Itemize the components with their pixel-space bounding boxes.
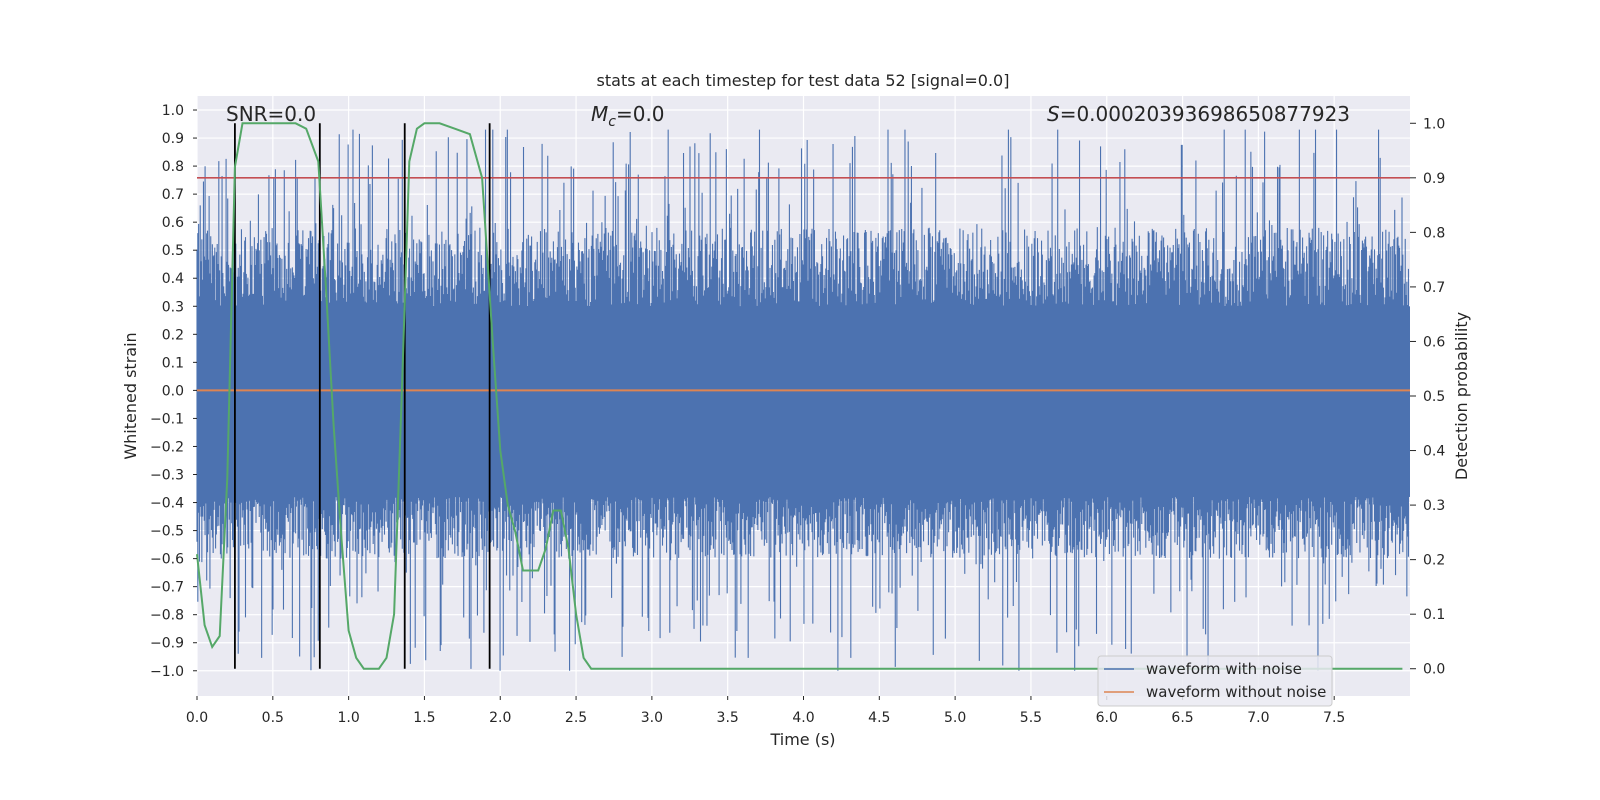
noise-core-band	[197, 306, 1410, 497]
y-axis-label: Whitened strain	[121, 332, 140, 459]
x-axis-ticks: 0.0 0.5 1.0 1.5 2.0 2.5 3.0 3.5 4.0 4.5 5.0 5.5 6.0 6…	[186, 696, 1345, 726]
y2-tick-label: 1.0	[1423, 116, 1445, 132]
x-tick-label: 1.0	[337, 710, 359, 726]
x-tick-label: 7.5	[1323, 710, 1345, 726]
x-tick-label: 4.0	[792, 710, 814, 726]
y-tick-label: 0.5	[162, 243, 184, 259]
y2-tick-label: 0.3	[1423, 498, 1445, 514]
y-tick-label: −0.5	[150, 524, 184, 540]
y-tick-label: 0.3	[162, 299, 184, 315]
y2-tick-label: 0.4	[1423, 444, 1445, 460]
mc-annotation: Mc=0.0	[591, 102, 665, 130]
y2-tick-label: 0.7	[1423, 280, 1445, 296]
x-tick-label: 6.0	[1096, 710, 1118, 726]
x-axis-label: Time (s)	[769, 730, 835, 749]
y-tick-label: 0.0	[162, 383, 184, 399]
event-markers	[234, 123, 491, 669]
x-tick-label: 2.0	[489, 710, 511, 726]
y2-tick-label: 0.9	[1423, 171, 1445, 187]
y-tick-label: 0.7	[162, 187, 184, 203]
y-tick-label: 0.8	[162, 159, 184, 175]
y2-tick-label: 0.1	[1423, 607, 1445, 623]
x-tick-label: 4.5	[868, 710, 890, 726]
snr-annotation: SNR=0.0	[226, 102, 316, 126]
y2-axis-label: Detection probability	[1452, 312, 1471, 480]
y2-tick-label: 0.6	[1423, 334, 1445, 350]
chart-title: stats at each timestep for test data 52 …	[597, 71, 1010, 90]
y-tick-label: −0.6	[150, 552, 184, 568]
s-annotation: S=0.00020393698650877923	[1047, 102, 1350, 126]
x-tick-label: 5.5	[1020, 710, 1042, 726]
y-tick-label: −0.3	[150, 468, 184, 484]
legend: waveform with noise waveform without noi…	[1097, 655, 1333, 707]
y-axis-ticks: 1.0 0.9 0.8 0.7 0.6 0.5 0.4 0.3 0.2 0.1 0.0 −0.1 −0.…	[150, 103, 197, 680]
y-tick-label: −0.9	[150, 636, 184, 652]
y-tick-label: −0.4	[150, 496, 184, 512]
x-tick-label: 6.5	[1171, 710, 1193, 726]
y2-tick-label: 0.0	[1423, 662, 1445, 678]
y-tick-label: 0.1	[162, 355, 184, 371]
y-tick-label: 0.9	[162, 131, 184, 147]
y-tick-label: −0.2	[150, 439, 184, 455]
x-tick-label: 3.5	[717, 710, 739, 726]
legend-label-noise: waveform with noise	[1146, 660, 1302, 678]
y-tick-label: −1.0	[150, 664, 184, 680]
legend-box	[1097, 655, 1333, 707]
x-tick-label: 3.0	[641, 710, 663, 726]
x-tick-label: 7.0	[1247, 710, 1269, 726]
x-tick-label: 0.0	[186, 710, 208, 726]
y-tick-label: 0.4	[162, 271, 184, 287]
legend-label-clean: waveform without noise	[1146, 683, 1326, 701]
y-tick-label: 0.6	[162, 215, 184, 231]
y-tick-label: 1.0	[162, 103, 184, 119]
x-tick-label: 1.5	[413, 710, 435, 726]
probability-line	[196, 122, 1403, 670]
x-tick-label: 0.5	[262, 710, 284, 726]
x-tick-label: 2.5	[565, 710, 587, 726]
y-tick-label: −0.8	[150, 608, 184, 624]
x-tick-label: 5.0	[944, 710, 966, 726]
y-tick-label: −0.1	[150, 411, 184, 427]
y2-tick-label: 0.8	[1423, 225, 1445, 241]
y-tick-label: −0.7	[150, 580, 184, 596]
y2-tick-label: 0.2	[1423, 553, 1445, 569]
y2-tick-label: 0.5	[1423, 389, 1445, 405]
y-tick-label: 0.2	[162, 327, 184, 343]
y2-axis-ticks: 1.0 0.9 0.8 0.7 0.6 0.5 0.4 0.3 0.2 0.1 0.0	[1410, 116, 1445, 678]
